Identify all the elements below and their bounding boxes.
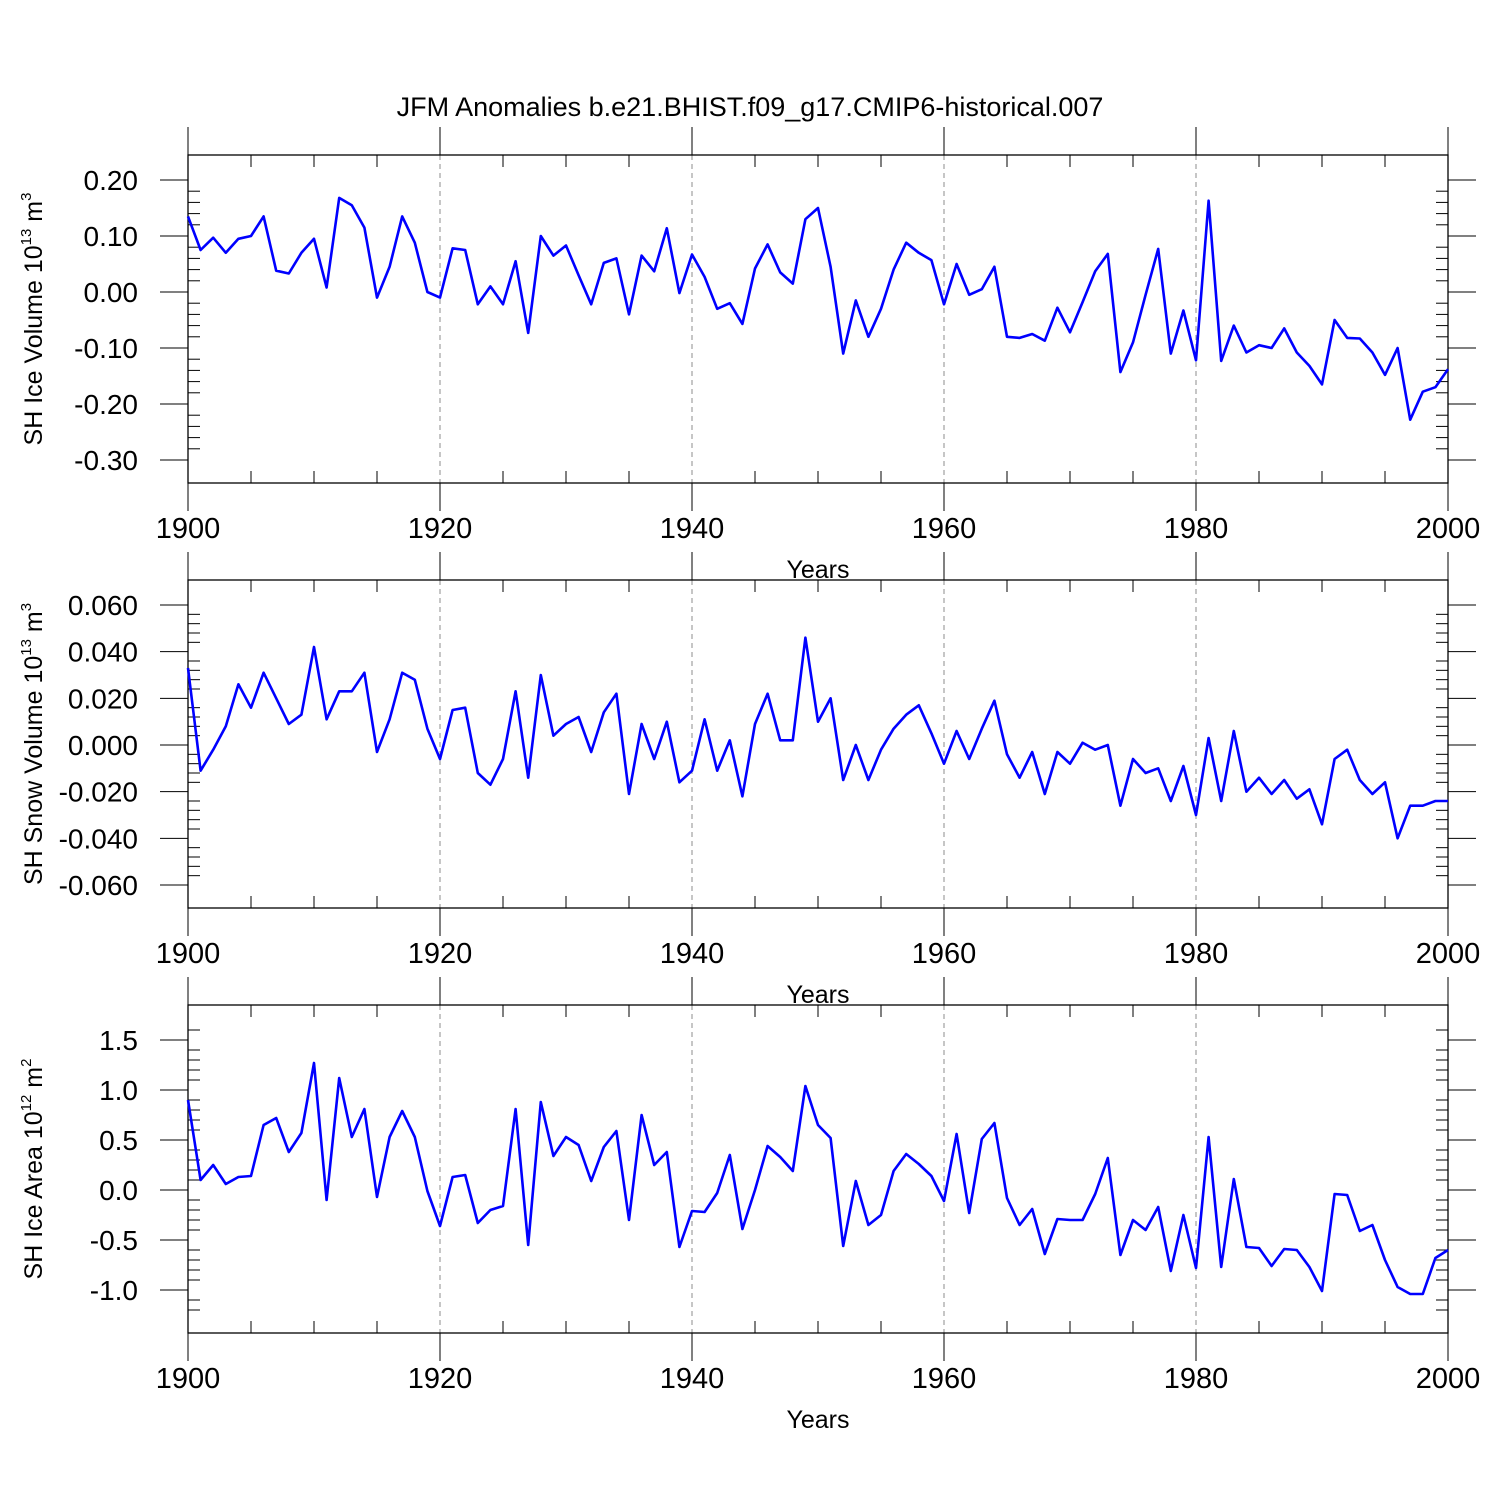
- xtick-label: 1980: [1164, 513, 1229, 545]
- xtick-label: 1900: [156, 1363, 221, 1395]
- x-axis-label: Years: [786, 556, 849, 584]
- xtick-label: 1920: [408, 513, 473, 545]
- xtick-label: 1980: [1164, 1363, 1229, 1395]
- ytick-label: 0.060: [68, 590, 138, 621]
- ytick-label: 0.0: [99, 1175, 138, 1206]
- ytick-label: -0.10: [74, 333, 138, 364]
- ytick-label: 1.5: [99, 1025, 138, 1056]
- figure-title: JFM Anomalies b.e21.BHIST.f09_g17.CMIP6-…: [397, 92, 1104, 122]
- ytick-label: 1.0: [99, 1075, 138, 1106]
- ytick-label: -0.20: [74, 389, 138, 420]
- ytick-label: 0.040: [68, 637, 138, 668]
- panel-snow-volume: 0.060 0.040 0.020 0.000 -0.020 -0.040 -0.060 19…: [18, 552, 1480, 1009]
- panel-ice-area: 1.5 1.0 0.5 0.0 -0.5 -1.0 1900 1920 1940 1960 1980…: [18, 977, 1480, 1434]
- plot-frame: [187, 1004, 1449, 1334]
- ytick-label: -0.020: [59, 777, 138, 808]
- ytick-label: 0.20: [84, 165, 139, 196]
- series-line-ice-volume: [186, 196, 1450, 422]
- y-axis-label: SH Snow Volume 1013 m3: [18, 603, 48, 885]
- series-line-snow-volume: [186, 636, 1448, 840]
- x-axis-label: Years: [786, 1406, 849, 1434]
- ytick-label: 0.000: [68, 730, 138, 761]
- panel-ice-volume: 0.20 0.10 0.00 -0.10 -0.20 -0.30 1900 1920 1940 1…: [18, 127, 1480, 584]
- y-axis-label: SH Ice Volume 1013 m3: [18, 193, 48, 446]
- xtick-label: 1960: [912, 513, 977, 545]
- ytick-label: -1.0: [90, 1275, 138, 1306]
- ytick-label: 0.10: [84, 221, 139, 252]
- xtick-label: 1920: [408, 1363, 473, 1395]
- ytick-label: 0.00: [84, 277, 139, 308]
- xtick-label: 1940: [660, 1363, 725, 1395]
- xtick-label: 1900: [156, 513, 221, 545]
- xtick-label: 1940: [660, 513, 725, 545]
- ytick-label: 0.020: [68, 683, 138, 714]
- ytick-label: -0.060: [59, 870, 138, 901]
- xtick-label: 2000: [1416, 1363, 1481, 1395]
- ytick-label: -0.30: [74, 445, 138, 476]
- xtick-label: 1960: [912, 938, 977, 970]
- xtick-label: 2000: [1416, 513, 1481, 545]
- series-line-ice-area: [186, 1061, 1449, 1296]
- xtick-label: 1920: [408, 938, 473, 970]
- xtick-label: 1940: [660, 938, 725, 970]
- ytick-label: 0.5: [99, 1125, 138, 1156]
- xtick-label: 1900: [156, 938, 221, 970]
- ytick-label: -0.040: [59, 823, 138, 854]
- plot-frame: [187, 154, 1449, 484]
- xtick-label: 2000: [1416, 938, 1481, 970]
- ytick-label: -0.5: [90, 1225, 138, 1256]
- xtick-label: 1980: [1164, 938, 1229, 970]
- x-axis-label: Years: [786, 981, 849, 1009]
- xtick-label: 1960: [912, 1363, 977, 1395]
- y-axis-label: SH Ice Area 1012 m2: [18, 1059, 48, 1280]
